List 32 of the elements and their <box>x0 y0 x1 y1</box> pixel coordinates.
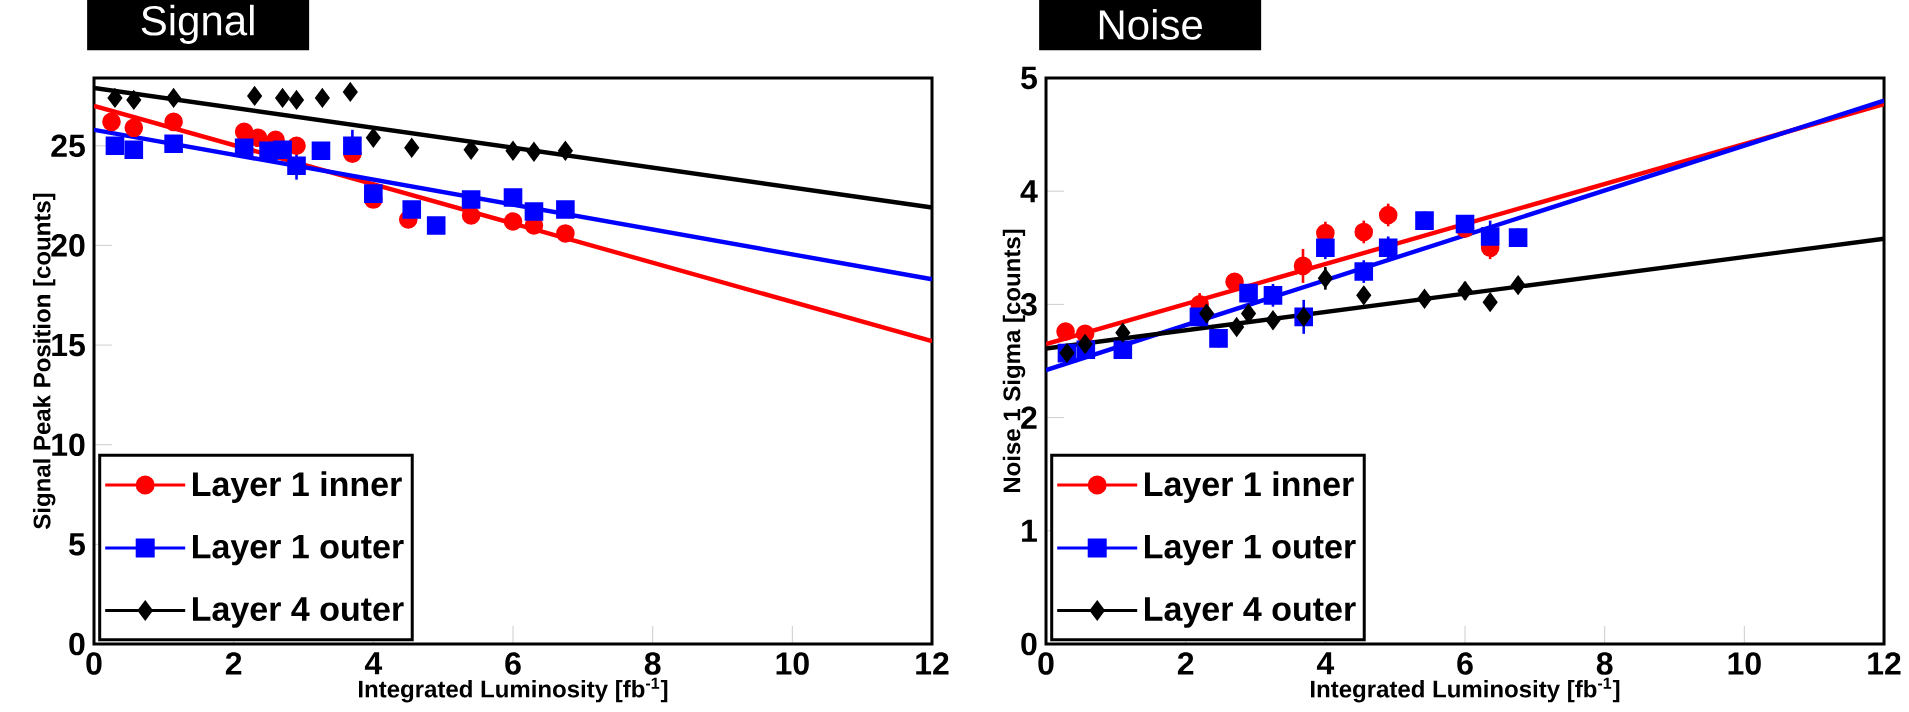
y-tick-label: 5 <box>69 533 85 556</box>
x-tick-label: 4 <box>1316 652 1335 675</box>
y-tick-label: 0 <box>1021 632 1037 656</box>
x-tick-label: 8 <box>1596 652 1613 675</box>
x-tick-label: 2 <box>225 652 242 675</box>
legend-label: Layer 1 inner <box>192 471 402 503</box>
x-tick-label: 8 <box>644 652 661 675</box>
x-tick-label: 2 <box>1177 652 1194 675</box>
x-axis-title: Integrated Luminosity [fb$^{-1}$] <box>359 677 668 703</box>
chart-title: Signal <box>141 4 254 44</box>
y-tick-label: 15 <box>52 333 85 357</box>
legend-label: Layer 4 outer <box>192 597 404 628</box>
chart-title: Noise <box>1099 8 1202 40</box>
x-tick-label: 10 <box>1728 652 1761 675</box>
legend-label: Layer 1 inner <box>1145 471 1354 503</box>
x-tick-label: 12 <box>916 652 949 675</box>
x-tick-label: 12 <box>1868 652 1901 675</box>
x-tick-label: 0 <box>1038 652 1054 675</box>
legend-label: Layer 4 outer <box>1145 597 1356 628</box>
x-axis-title: Integrated Luminosity [fb$^{-1}$] <box>1311 677 1620 703</box>
x-tick-label: 4 <box>364 652 383 675</box>
legend-label: Layer 1 outer <box>192 534 404 566</box>
y-tick-label: 5 <box>1021 66 1037 90</box>
x-tick-label: 6 <box>1457 652 1473 675</box>
legend-label: Layer 1 outer <box>1145 534 1356 566</box>
y-tick-label: 1 <box>1022 519 1037 542</box>
y-tick-label: 25 <box>51 134 85 158</box>
x-tick-label: 10 <box>776 652 809 675</box>
y-tick-label: 4 <box>1020 180 1038 203</box>
x-tick-label: 6 <box>505 652 521 675</box>
x-tick-label: 0 <box>86 652 102 675</box>
y-tick-label: 0 <box>69 632 85 656</box>
